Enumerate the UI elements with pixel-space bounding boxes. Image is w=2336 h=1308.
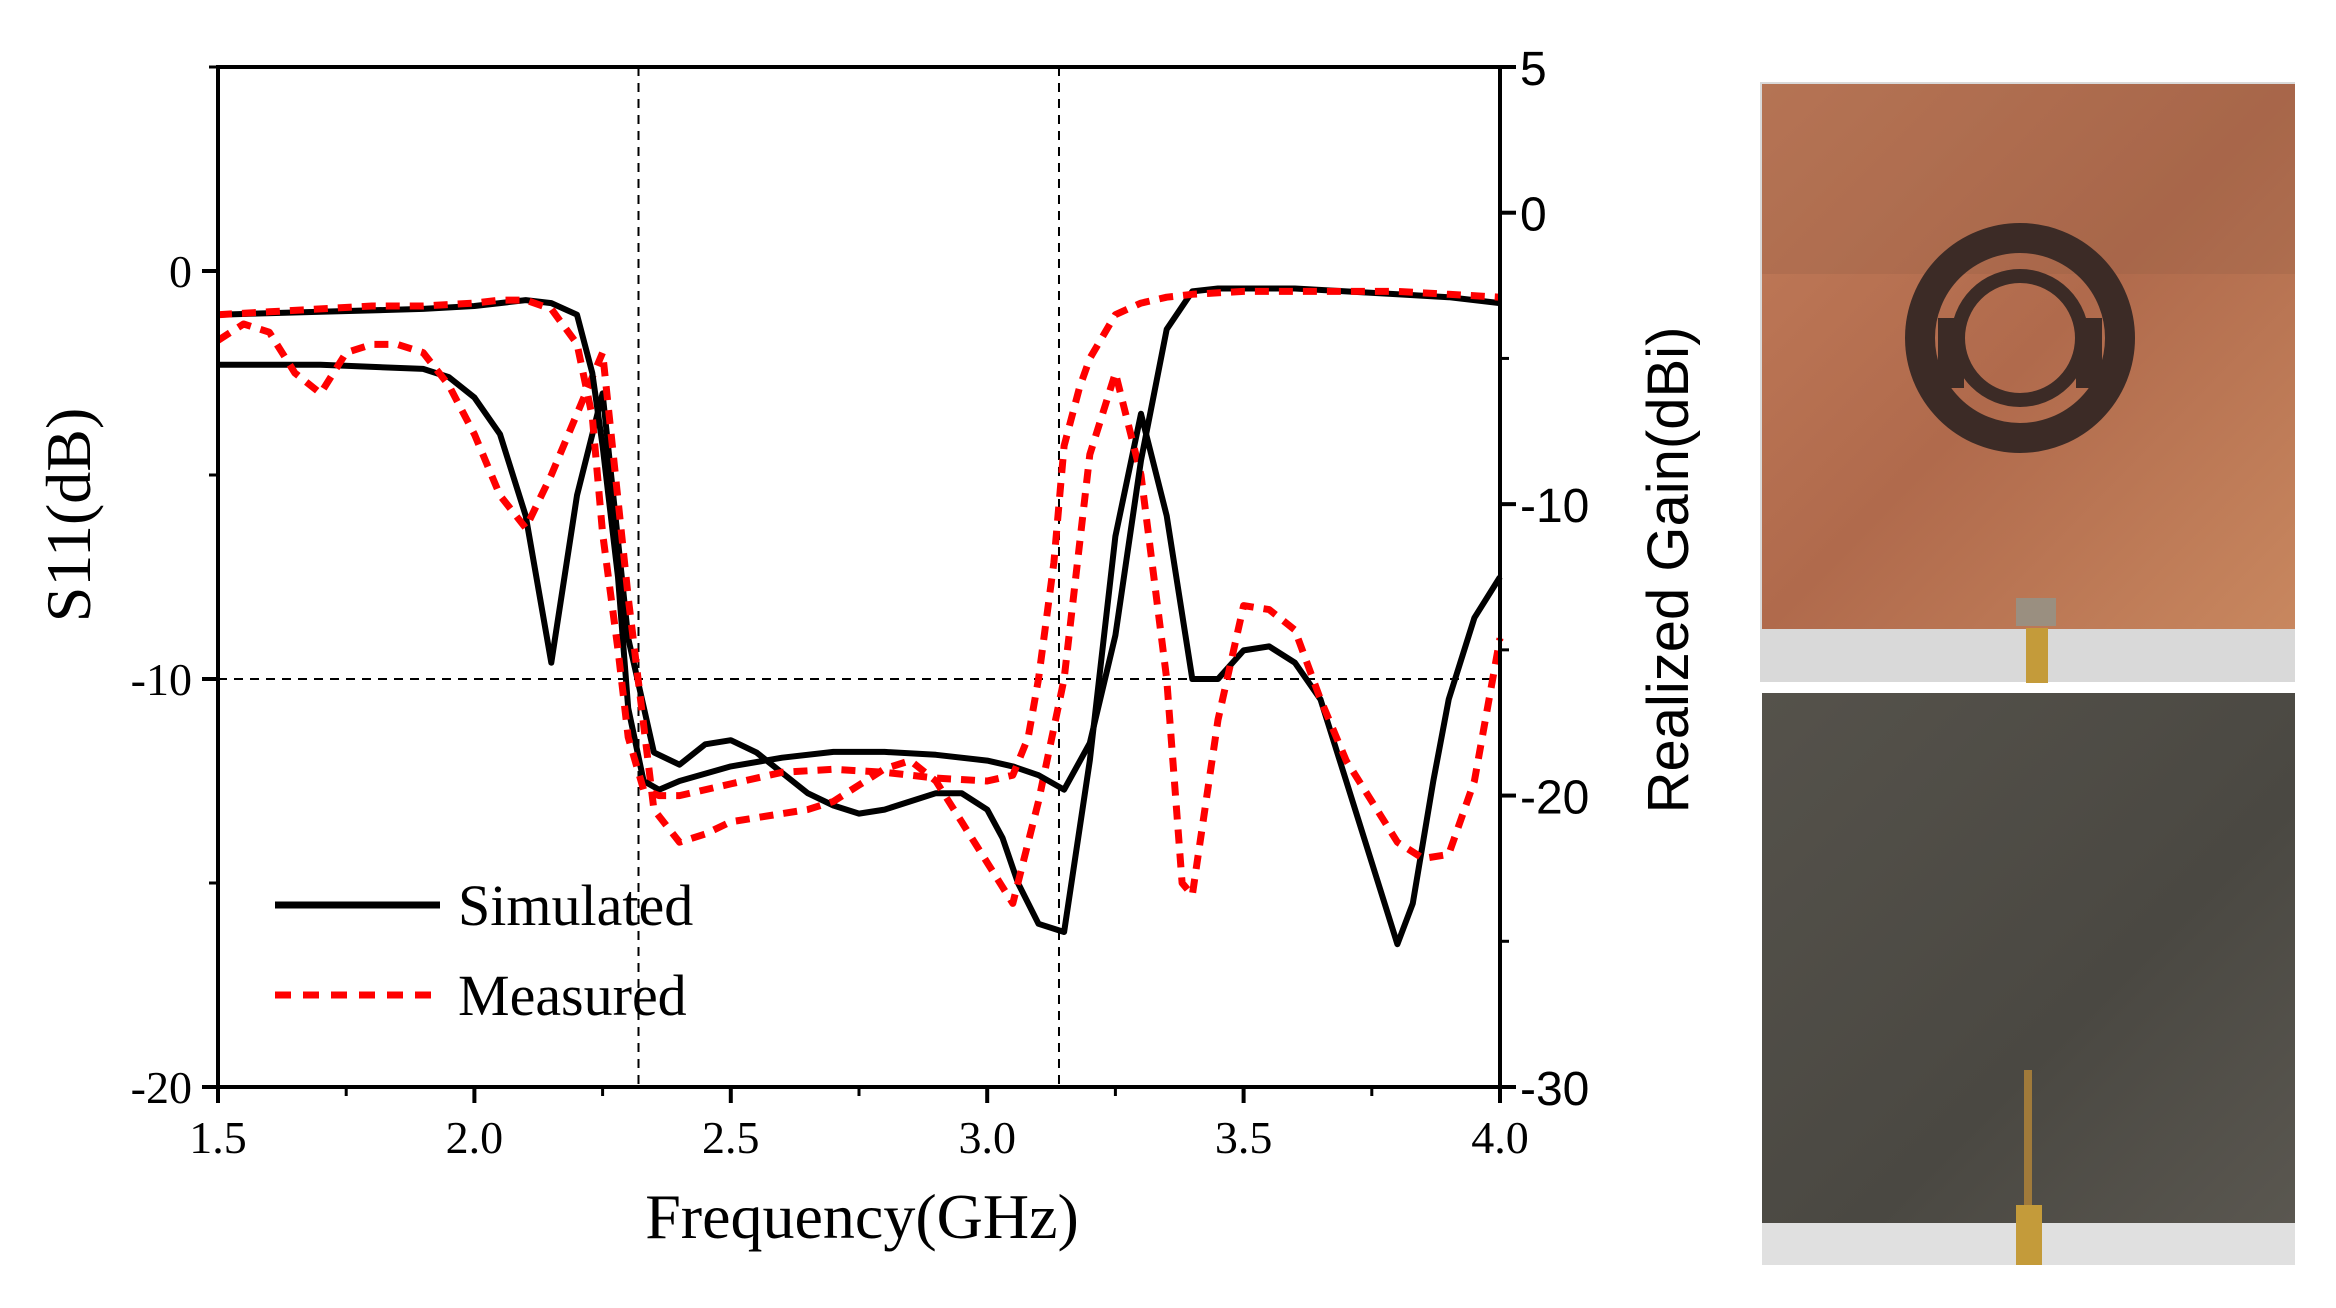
series-line-0 xyxy=(218,361,1503,948)
y-right-tick-label-0: 5 xyxy=(1520,43,1547,96)
legend-label-simulated: Simulated xyxy=(458,873,693,938)
legend-label-measured: Measured xyxy=(458,963,687,1028)
x-tick-label-0: 1.5 xyxy=(189,1112,247,1163)
y-axis-right-label: Realized Gain(dBi) xyxy=(1636,327,1701,814)
series-line-3 xyxy=(217,287,1501,800)
y-right-tick-label-4: -30 xyxy=(1520,1063,1589,1116)
legend: Simulated Measured xyxy=(275,873,693,1028)
x-tick-label-5: 4.0 xyxy=(1471,1112,1529,1163)
series-layer xyxy=(216,285,1504,948)
series-line-2 xyxy=(217,285,1501,793)
axes-layer: 1.5 2.0 2.5 3.0 3.5 4.0 0 -10 -20 5 0 -10 -20 -30 xyxy=(131,43,1590,1163)
x-tick-label-2: 2.5 xyxy=(702,1112,760,1163)
y-left-tick-label-2: -20 xyxy=(131,1062,192,1113)
x-tick-label-3: 3.0 xyxy=(958,1112,1016,1163)
y-right-tick-label-1: 0 xyxy=(1520,189,1547,242)
copper-ground-plane xyxy=(1762,84,2295,629)
y-right-tick-label-3: -20 xyxy=(1520,772,1589,825)
series-line-1 xyxy=(216,320,1504,907)
y-right-tick-label-2: -10 xyxy=(1520,480,1589,533)
x-tick-label-4: 3.5 xyxy=(1215,1112,1273,1163)
s11-gain-chart: 1.5 2.0 2.5 3.0 3.5 4.0 0 -10 -20 5 0 -10 -20 -30 Fre… xyxy=(33,43,1701,1252)
y-left-tick-label-0: 0 xyxy=(169,246,192,297)
ring-slot-left-block xyxy=(1938,318,1964,388)
ring-slot-right-block xyxy=(2076,318,2102,388)
y-axis-left-label: S11(dB) xyxy=(33,408,104,623)
y-left-tick-label-1: -10 xyxy=(131,654,192,705)
antenna-photo-bottom xyxy=(1762,693,2295,1265)
feed-line xyxy=(2024,1070,2032,1225)
sma-connector-bottom xyxy=(2016,1205,2042,1265)
reference-lines xyxy=(218,67,1500,1087)
ring-slot-outer xyxy=(1905,223,2135,453)
sma-pin-top xyxy=(2026,628,2048,683)
x-tick-label-1: 2.0 xyxy=(446,1112,504,1163)
sma-connector-top xyxy=(2016,598,2056,626)
plot-frame xyxy=(216,65,1502,1089)
antenna-photo-top xyxy=(1760,82,2295,683)
x-axis-label: Frequency(GHz) xyxy=(645,1181,1079,1252)
